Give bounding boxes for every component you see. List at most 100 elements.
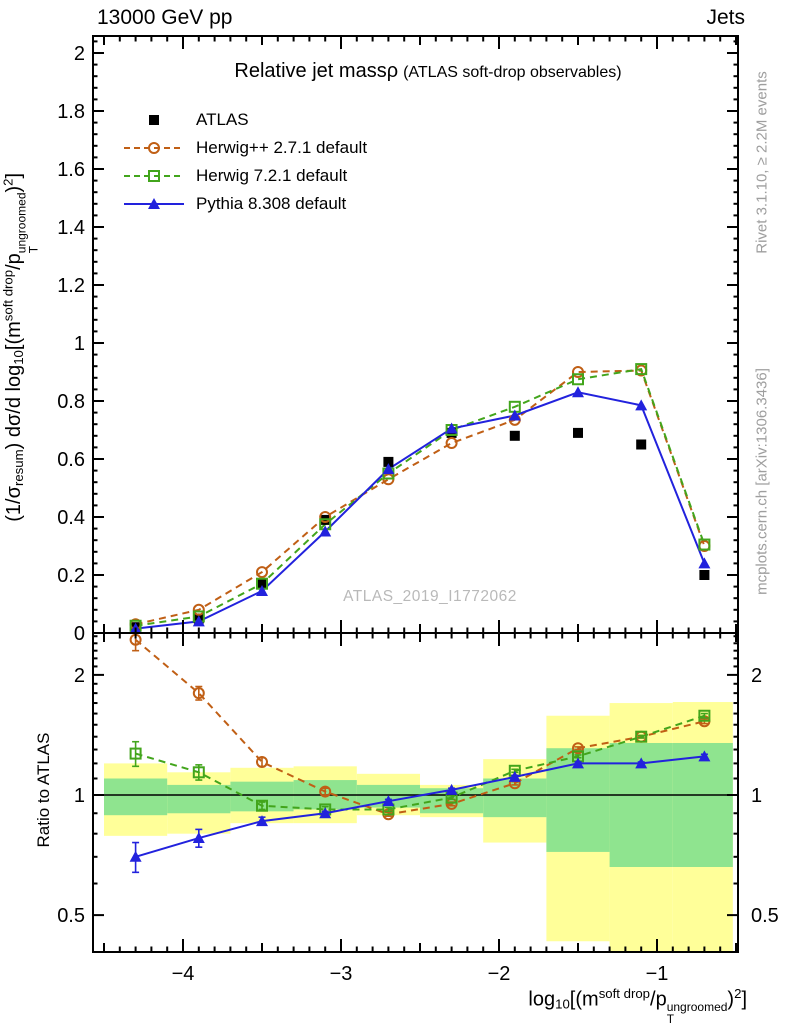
main-y-tick-label: 1.6 [57, 159, 85, 181]
ratio-y-tick-label-right: 1 [751, 785, 762, 807]
data-point-main [445, 437, 458, 450]
legend-marker [124, 198, 184, 209]
legend-marker-glyph [148, 170, 160, 182]
data-point-ratio [192, 766, 205, 779]
data-point-ratio [698, 709, 711, 722]
data-point-ratio [445, 783, 458, 795]
data-point-main [256, 584, 268, 596]
data-point-main [698, 557, 711, 569]
x-tick-label: −1 [646, 963, 669, 985]
main-y-tick-label: 0.8 [57, 391, 85, 413]
data-point-ratio [635, 757, 648, 769]
x-tick-label: −4 [172, 963, 195, 985]
legend-marker-glyph [148, 142, 160, 154]
data-point-main [256, 566, 268, 579]
series-line-main [135, 367, 706, 627]
legend-marker [124, 170, 184, 182]
header-beam: 13000 GeV pp [97, 6, 233, 29]
data-point-ratio [319, 785, 332, 798]
rivet-version-note: Rivet 3.1.10, ≥ 2.2M events [753, 71, 771, 254]
data-point-ratio [698, 750, 711, 762]
mcplots-arxiv-note: mcplots.cern.ch [arXiv:1306.3436] [753, 368, 771, 595]
data-point-main [572, 386, 584, 398]
ratio-y-tick-label-right: 2 [751, 665, 762, 687]
series-line-ratio [135, 755, 705, 858]
legend-label: Herwig++ 2.7.1 default [196, 138, 368, 157]
stacked-script: ungroomed T [14, 192, 41, 254]
legend-item-3: Pythia 8.308 default [122, 190, 367, 218]
data-point-main [319, 525, 332, 537]
series-line-main [135, 369, 706, 626]
data-point-ratio [572, 742, 584, 755]
data-point-ratio [256, 755, 268, 768]
data-point-main [192, 615, 205, 627]
x-tick-label: −2 [488, 963, 511, 985]
series-line-main [135, 391, 706, 630]
main-y-tick-label: 0.2 [57, 565, 85, 587]
legend-label: Pythia 8.308 default [196, 194, 347, 213]
data-point-main [572, 366, 584, 378]
ratio-frame [92, 632, 739, 953]
main-y-tick-label: 1.2 [57, 275, 85, 297]
data-point-main [257, 578, 267, 589]
legend-marker [124, 142, 184, 154]
data-point-ratio [635, 730, 648, 743]
ratio-y-tick-label: 1 [74, 785, 85, 807]
header-process: Jets [706, 6, 745, 29]
main-y-tick-label: 1 [74, 333, 85, 355]
band-green [672, 742, 733, 868]
main-y-tick-label: 1.4 [57, 217, 85, 239]
x-tick-label: −3 [330, 963, 353, 985]
axes-frames-and-ticks [92, 35, 739, 953]
plot-title-paren: (ATLAS soft-drop observables) [403, 64, 622, 81]
main-y-tick-label: 0.4 [57, 507, 85, 529]
main-y-tick-label: 0 [74, 623, 85, 645]
data-point-main [508, 409, 521, 421]
data-point-ratio [192, 687, 205, 700]
legend-item-0: ATLAS [122, 106, 367, 134]
main-y-tick-label: 2 [74, 43, 85, 65]
ratio-y-tick-label-right: 0.5 [751, 905, 779, 927]
plot-title-symbol: ρ [386, 60, 399, 82]
legend-marker-glyph [149, 115, 159, 125]
data-point-ratio [319, 807, 332, 819]
data-point-main [698, 538, 711, 551]
data-point-main [636, 439, 647, 450]
ratio-y-tick-label: 2 [74, 665, 85, 687]
data-point-ratio [192, 832, 205, 844]
data-point-ratio [572, 757, 584, 769]
band-green [104, 778, 168, 816]
main-y-tick-label: 0.6 [57, 449, 85, 471]
series-line-ratio [135, 714, 705, 811]
data-point-main [635, 399, 648, 411]
main-y-tick-label: 1.8 [57, 101, 85, 123]
data-point-main [319, 511, 332, 523]
legend-label: Herwig 7.2.1 default [196, 166, 348, 185]
legend: ATLAS Herwig++ 2.7.1 default Herwig 7.2.1 … [122, 106, 367, 218]
main-y-axis-label: (1/σresum) dσ/d log10[(msoft drop/p ungro… [0, 172, 41, 522]
data-point-ratio [129, 747, 142, 760]
plot-title-main: Relative jet mass [234, 60, 387, 82]
data-point-main [509, 430, 520, 441]
data-point-ratio [129, 850, 142, 862]
legend-item-2: Herwig 7.2.1 default [122, 162, 367, 190]
legend-marker [149, 115, 159, 125]
main-curves [129, 363, 711, 633]
data-point-main [445, 422, 458, 434]
data-point-ratio [256, 815, 268, 827]
data-point-main [699, 570, 710, 580]
stacked-script: ungroomed T [666, 999, 728, 1024]
legend-item-1: Herwig++ 2.7.1 default [122, 134, 367, 162]
legend-marker-glyph [148, 198, 160, 209]
ratio-curves [129, 633, 711, 874]
data-point-main [383, 456, 394, 467]
data-point-main [382, 463, 395, 475]
data-point-ratio [256, 799, 268, 812]
data-point-ratio [382, 795, 395, 807]
data-point-main [635, 363, 648, 376]
data-point-main [573, 427, 583, 438]
x-axis-label: log10[(msoft drop/p ungroomed T)2] [528, 986, 747, 1024]
legend-label: ATLAS [196, 110, 249, 129]
